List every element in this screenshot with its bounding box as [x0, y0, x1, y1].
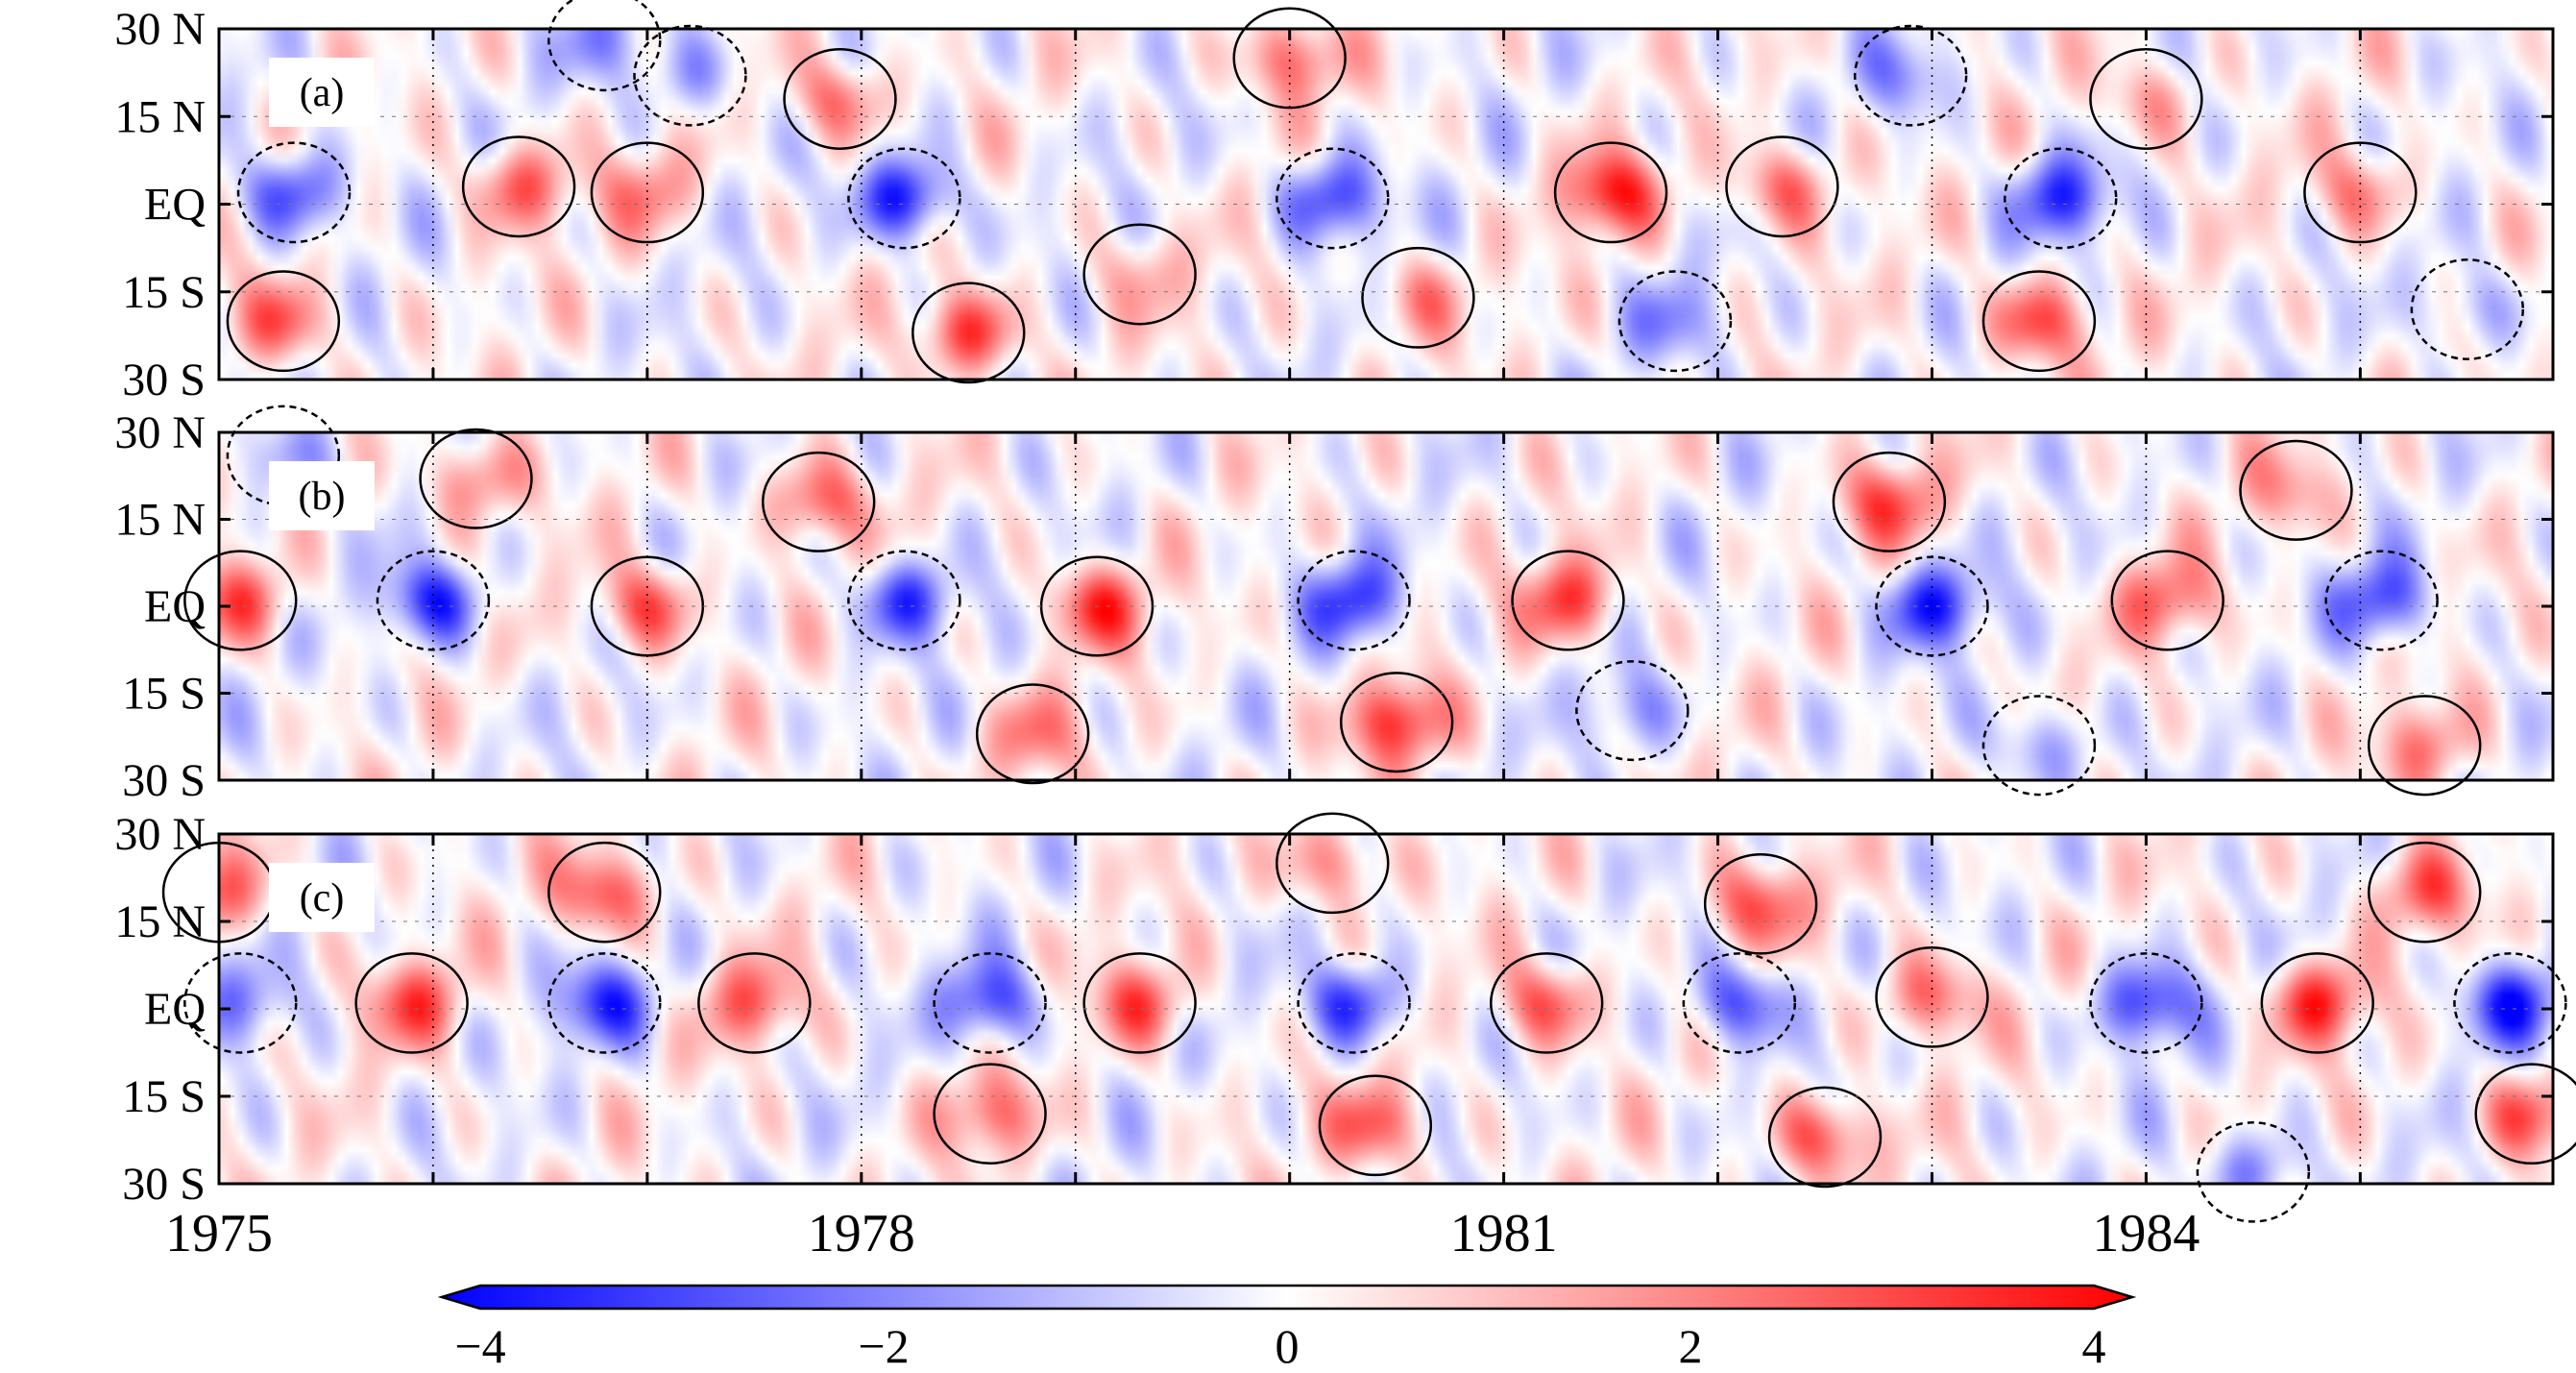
contour-4 — [547, 841, 662, 944]
colorbar-tick-label: −2 — [858, 1319, 909, 1373]
contour-16 — [1725, 135, 1839, 238]
panel-b: 30 N 15 N EQ 15 S 30 S (b) — [114, 405, 2555, 806]
panel-label-box — [269, 863, 375, 932]
contour-6 — [697, 952, 812, 1054]
contour-20 — [2368, 841, 2482, 944]
contour-3 — [354, 952, 469, 1054]
contour-13 — [1361, 246, 1475, 349]
x-tick-label: 1975 — [165, 1204, 273, 1263]
x-tick-label: 1981 — [1450, 1204, 1558, 1263]
contour-7 — [933, 952, 1047, 1054]
contour-15 — [1703, 852, 1818, 955]
y-tick-label: 30 S — [122, 1159, 206, 1210]
y-tick-label: EQ — [144, 581, 206, 632]
y-tick-label: 30 N — [114, 809, 206, 860]
contour-11 — [1232, 7, 1347, 110]
contour-21 — [2303, 141, 2418, 244]
y-tick-label: 30 S — [122, 755, 206, 806]
contour-12 — [1511, 550, 1625, 651]
contour-8 — [847, 147, 961, 250]
contour-17 — [2110, 550, 2224, 651]
colorbar-tick-label: 4 — [2082, 1319, 2106, 1373]
contour-10 — [1276, 812, 1390, 915]
contour-6 — [762, 451, 876, 552]
contour-12 — [1276, 147, 1390, 250]
panel-label: (b) — [299, 475, 346, 519]
contour-2 — [226, 270, 341, 373]
y-tick-label: 15 N — [114, 91, 206, 142]
contour-2 — [183, 952, 298, 1054]
contour-19 — [1981, 270, 2097, 373]
y-tick-label: 15 N — [114, 495, 206, 546]
contour-8 — [933, 1063, 1047, 1165]
panel-label: (a) — [300, 71, 345, 115]
contour-16 — [1981, 695, 2097, 797]
contour-13 — [1575, 660, 1689, 762]
contour-12 — [1318, 1074, 1433, 1177]
contour-20 — [2239, 439, 2353, 541]
contour-10 — [1082, 223, 1197, 326]
contour-16 — [1767, 1086, 1883, 1189]
x-tick-label: 1984 — [2092, 1204, 2199, 1263]
contour-14 — [1682, 952, 1797, 1054]
contour-3 — [461, 135, 576, 238]
y-tick-label: 15 S — [122, 267, 206, 318]
contour-21 — [2453, 952, 2567, 1054]
contour-5 — [590, 141, 705, 244]
colorbar: −4 −2 0 2 4 — [437, 1284, 2137, 1373]
panels: 30 N 15 N EQ 15 S 30 S (a) 30 N 15 N EQ 15 S 30 S (… — [114, 0, 2576, 1223]
colorbar-tick-label: −4 — [454, 1319, 505, 1373]
contour-17 — [1853, 24, 1968, 127]
contour-18 — [2089, 952, 2203, 1054]
x-axis: 1975 1978 1981 1984 — [165, 1204, 2199, 1263]
contour-8 — [975, 683, 1090, 785]
contour-14 — [1832, 451, 1947, 552]
colorbar-ramp — [437, 1284, 2137, 1311]
y-tick-label: 30 N — [114, 407, 206, 458]
y-tick-label: 30 N — [114, 4, 206, 55]
contour-1 — [183, 550, 298, 651]
y-tick-label: 15 N — [114, 896, 206, 947]
contour-5 — [547, 952, 662, 1054]
x-tick-label: 1978 — [808, 1204, 915, 1263]
panel-a: 30 N 15 N EQ 15 S 30 S (a) — [114, 0, 2555, 405]
contour-20 — [2089, 48, 2203, 150]
y-tick-label: 15 S — [122, 669, 206, 720]
panel-label-box — [269, 58, 375, 127]
panel-label-box — [269, 461, 375, 530]
y-tick-label: 30 S — [122, 355, 206, 405]
colorbar-tick-label: 2 — [1679, 1319, 1703, 1373]
contour-9 — [911, 282, 1026, 384]
contour-7 — [633, 24, 747, 127]
contour-13 — [1489, 952, 1604, 1054]
contour-3 — [419, 428, 533, 529]
contour-18 — [2324, 550, 2439, 651]
contour-23 — [2196, 1121, 2311, 1223]
contour-11 — [1297, 952, 1411, 1054]
y-tick-label: EQ — [144, 984, 206, 1035]
panel-c: 30 N 15 N EQ 15 S 30 S (c) — [114, 809, 2576, 1223]
y-tick-label: 15 S — [122, 1071, 206, 1122]
contour-22 — [2410, 258, 2525, 360]
contour-22 — [2474, 1063, 2576, 1165]
contour-11 — [1339, 672, 1454, 773]
contour-7 — [847, 550, 961, 651]
colorbar-tick-label: 0 — [1276, 1319, 1300, 1373]
contour-4 — [376, 550, 491, 651]
contour-4 — [547, 0, 662, 92]
contour-15 — [1617, 270, 1733, 373]
contour-18 — [2004, 147, 2118, 250]
contour-1 — [236, 141, 352, 244]
contour-10 — [1297, 550, 1411, 651]
panel-label: (c) — [300, 876, 345, 920]
contour-19 — [2368, 695, 2482, 797]
contour-14 — [1553, 141, 1668, 244]
contour-19 — [2260, 952, 2374, 1054]
contour-6 — [783, 48, 897, 150]
y-tick-label: EQ — [144, 180, 206, 231]
contour-17 — [1875, 946, 1989, 1048]
contour-9 — [1082, 952, 1197, 1054]
